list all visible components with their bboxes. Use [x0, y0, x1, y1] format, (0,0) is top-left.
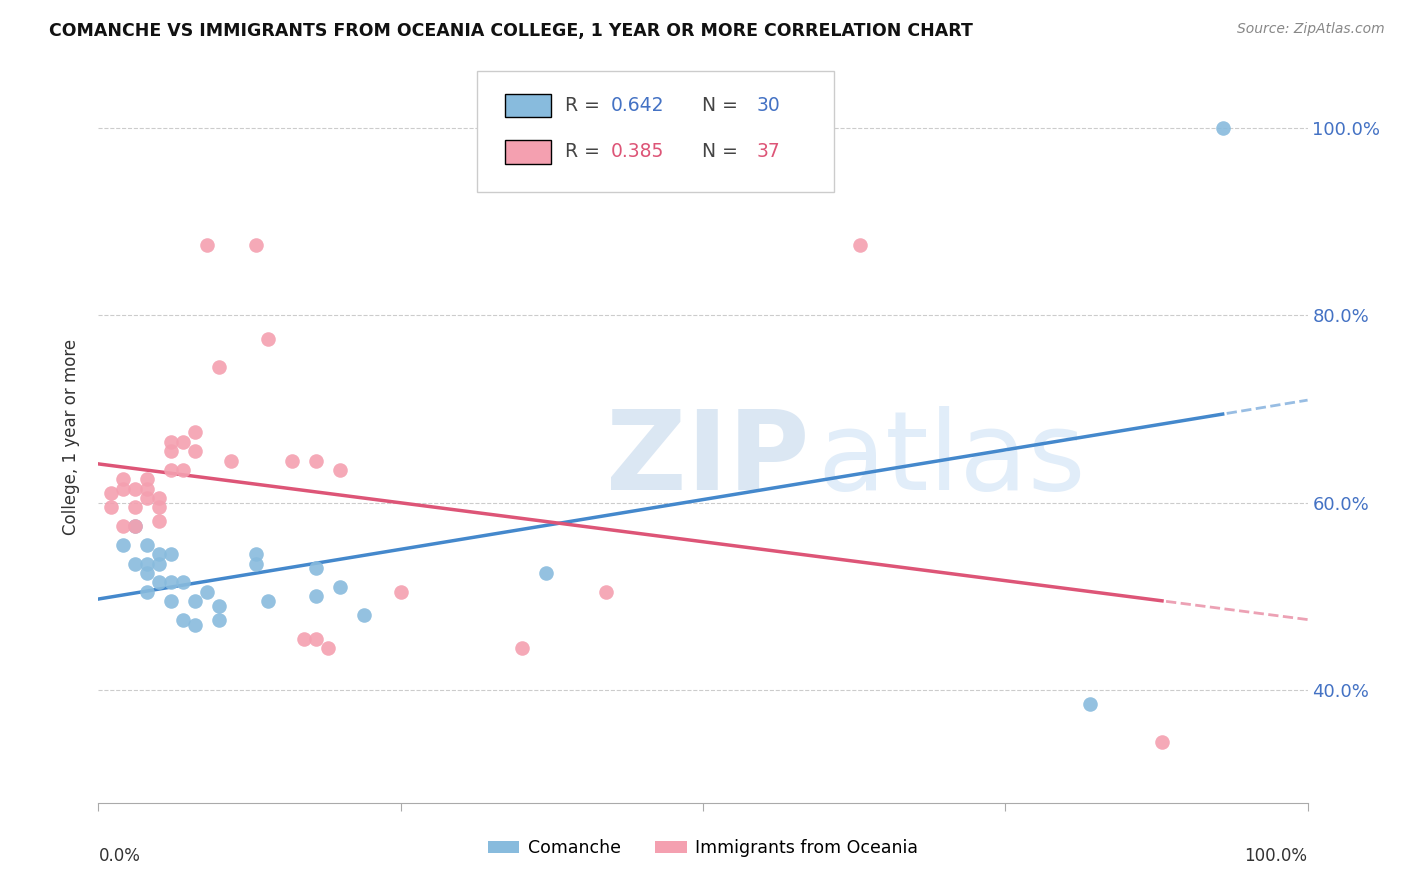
Point — [353, 608, 375, 623]
Text: 100.0%: 100.0% — [1244, 847, 1308, 864]
FancyBboxPatch shape — [505, 140, 551, 163]
Point — [135, 472, 157, 486]
Point — [221, 453, 243, 467]
Point — [135, 491, 157, 505]
Point — [305, 561, 328, 575]
Text: 0.0%: 0.0% — [98, 847, 141, 864]
Point — [160, 547, 183, 561]
Point — [172, 463, 194, 477]
Point — [184, 444, 207, 458]
Point — [124, 519, 146, 533]
Point — [256, 332, 278, 346]
Text: 37: 37 — [756, 143, 780, 161]
Point — [160, 434, 183, 449]
Text: atlas: atlas — [818, 406, 1087, 513]
Text: 0.642: 0.642 — [612, 96, 665, 115]
Point — [281, 453, 304, 467]
Point — [1078, 698, 1101, 712]
Point — [184, 594, 207, 608]
Point — [148, 515, 170, 529]
Point — [160, 463, 183, 477]
Point — [135, 566, 157, 580]
Point — [172, 434, 194, 449]
Point — [184, 617, 207, 632]
Point — [510, 641, 533, 656]
Point — [389, 584, 412, 599]
Point — [184, 425, 207, 440]
FancyBboxPatch shape — [505, 94, 551, 118]
Y-axis label: College, 1 year or more: College, 1 year or more — [62, 339, 80, 535]
Point — [160, 594, 183, 608]
Point — [148, 500, 170, 515]
Point — [172, 613, 194, 627]
Point — [1152, 735, 1174, 749]
Point — [148, 547, 170, 561]
Point — [160, 575, 183, 590]
Point — [195, 584, 218, 599]
Point — [329, 580, 352, 594]
Point — [305, 590, 328, 604]
Point — [111, 482, 134, 496]
Point — [148, 575, 170, 590]
Point — [292, 632, 315, 646]
Point — [195, 237, 218, 252]
Point — [111, 519, 134, 533]
Point — [124, 519, 146, 533]
Text: Source: ZipAtlas.com: Source: ZipAtlas.com — [1237, 22, 1385, 37]
Point — [172, 575, 194, 590]
Text: R =: R = — [565, 96, 606, 115]
Text: N =: N = — [690, 96, 744, 115]
Point — [1212, 120, 1234, 135]
Text: 30: 30 — [756, 96, 780, 115]
Text: ZIP: ZIP — [606, 406, 810, 513]
Point — [111, 538, 134, 552]
Point — [329, 463, 352, 477]
Point — [849, 237, 872, 252]
Point — [148, 557, 170, 571]
Text: COMANCHE VS IMMIGRANTS FROM OCEANIA COLLEGE, 1 YEAR OR MORE CORRELATION CHART: COMANCHE VS IMMIGRANTS FROM OCEANIA COLL… — [49, 22, 973, 40]
Point — [208, 613, 231, 627]
Point — [208, 599, 231, 613]
Point — [124, 482, 146, 496]
Point — [100, 500, 122, 515]
Point — [148, 491, 170, 505]
Point — [256, 594, 278, 608]
FancyBboxPatch shape — [477, 71, 834, 192]
Point — [595, 584, 617, 599]
Text: R =: R = — [565, 143, 606, 161]
Point — [135, 482, 157, 496]
Text: N =: N = — [690, 143, 744, 161]
Point — [160, 444, 183, 458]
Point — [111, 472, 134, 486]
Point — [316, 641, 339, 656]
Point — [135, 538, 157, 552]
Point — [305, 453, 328, 467]
Point — [124, 557, 146, 571]
Point — [135, 584, 157, 599]
Point — [245, 237, 267, 252]
Point — [100, 486, 122, 500]
Text: 0.385: 0.385 — [612, 143, 665, 161]
Point — [135, 557, 157, 571]
Point — [245, 547, 267, 561]
Point — [124, 500, 146, 515]
Legend: Comanche, Immigrants from Oceania: Comanche, Immigrants from Oceania — [481, 831, 925, 863]
Point — [208, 359, 231, 374]
Point — [245, 557, 267, 571]
Point — [305, 632, 328, 646]
Point — [534, 566, 557, 580]
